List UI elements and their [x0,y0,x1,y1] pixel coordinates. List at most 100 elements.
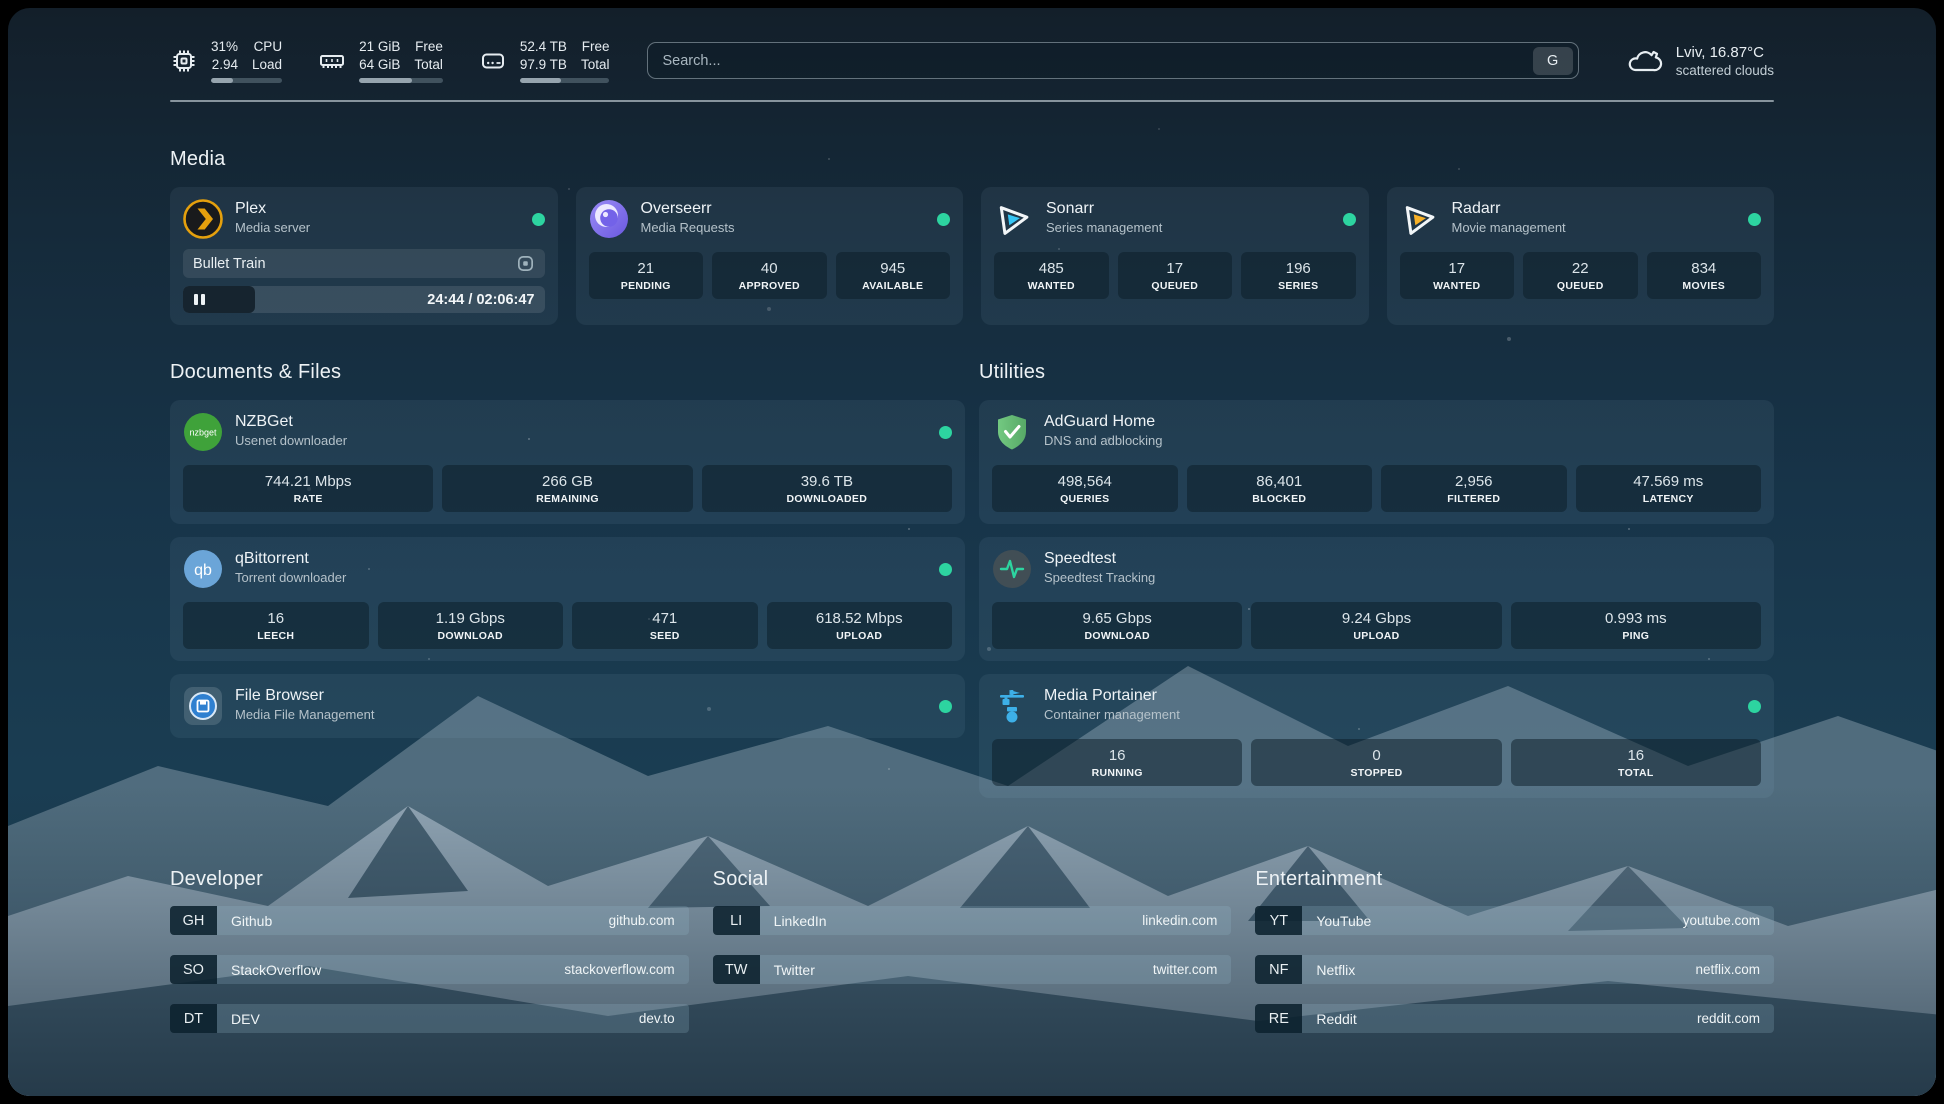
cpu-value-1: 31% [211,38,238,56]
service-card-sonarr[interactable]: Sonarr Series management 485 WANTED 17 Q… [981,187,1369,325]
filebrowser-title: File Browser [235,687,374,705]
bookmark-github-url: github.com [609,913,675,928]
memory-progress-track [359,78,443,83]
radarr-icon [1400,199,1440,239]
pause-button[interactable] [183,294,205,305]
weather-widget[interactable]: Lviv, 16.87°C scattered clouds [1625,44,1774,78]
top-bar: 31% 2.94 CPU Load [170,38,1774,83]
svg-text:qb: qb [194,562,212,579]
plex-subtitle: Media server [235,220,310,235]
section-title-media: Media [170,148,1774,171]
bookmark-netflix[interactable]: NF Netflix netflix.com [1255,955,1774,984]
bookmark-reddit[interactable]: RE Reddit reddit.com [1255,1004,1774,1033]
bookmark-youtube-label: YouTube [1316,913,1371,929]
qbittorrent-stat-seed: 471 SEED [572,602,758,649]
bookmark-linkedin-url: linkedin.com [1142,913,1217,928]
bookmark-group-entertainment: Entertainment YT YouTube youtube.com NF … [1255,868,1774,1033]
disk-widget: 52.4 TB 97.9 TB Free Total [479,38,610,83]
search-provider-button[interactable]: G [1533,47,1573,75]
bookmark-reddit-abbr: RE [1255,1004,1302,1033]
section-title-developer: Developer [170,868,689,891]
disk-value-1: 52.4 TB [520,38,567,56]
service-card-speedtest[interactable]: Speedtest Speedtest Tracking 9.65 Gbps D… [979,537,1774,661]
disk-label-1: Free [581,38,610,56]
nzbget-icon: nzbget [183,412,223,452]
nzbget-stat-remaining: 266 GB REMAINING [442,465,692,512]
adguard-title: AdGuard Home [1044,413,1163,431]
topbar-divider [170,100,1774,102]
bookmark-stackoverflow-abbr: SO [170,955,217,984]
qbittorrent-subtitle: Torrent downloader [235,570,346,585]
bookmark-group-social: Social LI LinkedIn linkedin.com TW Twitt… [713,868,1232,984]
radarr-stat-movies: 834 MOVIES [1647,252,1762,299]
qbittorrent-stat-leech: 16 LEECH [183,602,369,649]
section-utilities: Utilities [979,361,1774,798]
cpu-icon [170,47,198,75]
bookmark-stackoverflow[interactable]: SO StackOverflow stackoverflow.com [170,955,689,984]
portainer-icon [992,686,1032,726]
radarr-title: Radarr [1452,200,1566,218]
overseerr-stat-pending: 21 PENDING [589,252,704,299]
plex-now-playing-row[interactable]: Bullet Train [183,249,545,278]
portainer-stat-stopped: 0 STOPPED [1251,739,1501,786]
speedtest-icon [992,549,1032,589]
bookmark-linkedin[interactable]: LI LinkedIn linkedin.com [713,906,1232,935]
bookmark-stackoverflow-label: StackOverflow [231,962,321,978]
memory-label-2: Total [414,56,443,74]
filebrowser-status-dot [939,700,952,713]
cpu-progress-fill [211,78,233,83]
bookmark-youtube-abbr: YT [1255,906,1302,935]
plex-progress-bar[interactable]: 24:44 / 02:06:47 [183,286,545,313]
sonarr-stat-queued: 17 QUEUED [1118,252,1233,299]
search-bar[interactable]: G [647,42,1578,79]
speedtest-stat-download: 9.65 Gbps DOWNLOAD [992,602,1242,649]
memory-icon [318,47,346,75]
bookmark-dev-url: dev.to [639,1011,675,1026]
service-card-overseerr[interactable]: Overseerr Media Requests 21 PENDING 40 A… [576,187,964,325]
dashboard-screen: 31% 2.94 CPU Load [8,8,1936,1096]
radarr-stat-wanted: 17 WANTED [1400,252,1515,299]
bookmark-linkedin-label: LinkedIn [774,913,827,929]
memory-widget: 21 GiB 64 GiB Free Total [318,38,443,83]
plex-now-playing-title: Bullet Train [193,256,266,272]
radarr-status-dot [1748,213,1761,226]
adguard-stat-blocked: 86,401 BLOCKED [1187,465,1373,512]
section-title-social: Social [713,868,1232,891]
section-title-entertainment: Entertainment [1255,868,1774,891]
service-card-filebrowser[interactable]: File Browser Media File Management [170,674,965,738]
service-card-portainer[interactable]: Media Portainer Container management 16 … [979,674,1774,798]
bookmark-twitter[interactable]: TW Twitter twitter.com [713,955,1232,984]
adguard-stat-latency: 47.569 ms LATENCY [1576,465,1762,512]
service-card-plex[interactable]: Plex Media server Bullet Train [170,187,558,325]
bookmark-twitter-url: twitter.com [1153,962,1218,977]
memory-progress-fill [359,78,412,83]
qbittorrent-status-dot [939,563,952,576]
service-card-radarr[interactable]: Radarr Movie management 17 WANTED 22 QUE… [1387,187,1775,325]
disk-progress-fill [520,78,561,83]
bookmark-dev[interactable]: DT DEV dev.to [170,1004,689,1033]
service-card-adguard[interactable]: AdGuard Home DNS and adblocking 498,564 … [979,400,1774,524]
plex-status-dot [532,213,545,226]
nzbget-subtitle: Usenet downloader [235,433,347,448]
qbittorrent-icon: qb [183,549,223,589]
overseerr-icon [589,199,629,239]
cpu-label-2: Load [252,56,282,74]
bookmark-youtube[interactable]: YT YouTube youtube.com [1255,906,1774,935]
cpu-widget: 31% 2.94 CPU Load [170,38,282,83]
bookmark-netflix-abbr: NF [1255,955,1302,984]
adguard-stat-queries: 498,564 QUERIES [992,465,1178,512]
bookmark-github-abbr: GH [170,906,217,935]
bookmark-github[interactable]: GH Github github.com [170,906,689,935]
search-input[interactable] [662,53,1532,69]
portainer-stat-total: 16 TOTAL [1511,739,1761,786]
memory-value-2: 64 GiB [359,56,400,74]
service-card-qbittorrent[interactable]: qb qBittorrent Torrent downloader [170,537,965,661]
bookmark-reddit-label: Reddit [1316,1011,1356,1027]
service-card-nzbget[interactable]: nzbget NZBGet Usenet downloader 74 [170,400,965,524]
now-playing-view-icon[interactable] [516,254,535,273]
bookmark-netflix-url: netflix.com [1695,962,1760,977]
bookmark-group-developer: Developer GH Github github.com SO StackO… [170,868,689,1033]
sonarr-stat-wanted: 485 WANTED [994,252,1109,299]
portainer-stat-running: 16 RUNNING [992,739,1242,786]
adguard-icon [992,412,1032,452]
